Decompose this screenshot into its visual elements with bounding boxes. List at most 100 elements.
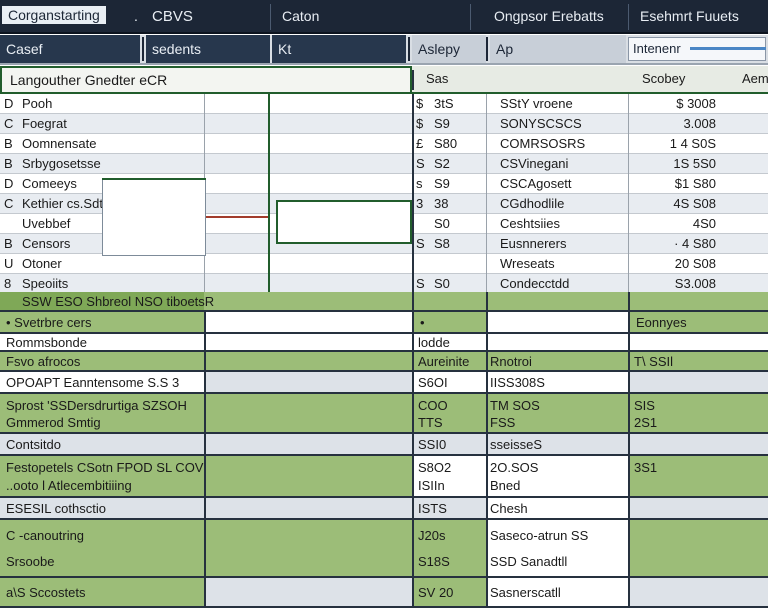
table-row[interactable]: D Comeeys s S9 CSCAgosett $1 S80 xyxy=(0,174,768,194)
selected-cell[interactable] xyxy=(276,200,412,244)
column-divider xyxy=(628,520,630,576)
column-header-sas[interactable]: Sas xyxy=(426,71,449,86)
column-divider xyxy=(486,434,488,454)
menu-esehmrt[interactable]: Esehmrt Fuuets xyxy=(640,8,739,24)
row-name: Comeeys xyxy=(22,176,77,191)
row-marker: B xyxy=(4,156,13,171)
column-header-scobey[interactable]: Scobey xyxy=(642,71,686,86)
row-value: Aureinite xyxy=(418,354,470,369)
table-row[interactable]: Rommsbonde lodde xyxy=(0,334,768,352)
column-divider xyxy=(628,312,630,332)
filter-ap[interactable]: Ap xyxy=(490,35,626,63)
row-currency xyxy=(416,254,430,274)
filter-bar: Casef sedents Kt Aslepy Ap Intenenr xyxy=(0,35,768,65)
table-row[interactable]: U Otoner Wreseats 20 S08 xyxy=(0,254,768,274)
row-code: Condecctdd xyxy=(500,276,570,291)
column-divider xyxy=(628,434,630,454)
table-row[interactable]: Contsitdo SSI0 sseisseS xyxy=(0,434,768,456)
filter-divider xyxy=(408,37,410,61)
row-currency: s xyxy=(416,176,423,191)
row-label: a\S Sccostets xyxy=(6,585,86,600)
menu-caton[interactable]: Caton xyxy=(282,8,320,24)
row-value: 3tS xyxy=(434,96,454,111)
filter-kt[interactable]: Kt xyxy=(272,35,406,63)
column-divider xyxy=(412,434,414,454)
filter-kt-label: Kt xyxy=(278,41,292,57)
group-title: Langouther Gnedter eCR xyxy=(0,66,412,92)
row-amount: 4S S08 xyxy=(673,196,716,211)
table-row[interactable]: C Foegrat $ S9 SONYSCSCS 3.008 xyxy=(0,114,768,134)
table-row[interactable]: Festopetels CSotn FPOD SL COV ..ooto l A… xyxy=(0,456,768,498)
filter-divider xyxy=(486,37,488,61)
column-divider xyxy=(486,312,488,332)
row-code: CGdhodlile xyxy=(500,196,565,211)
row-value: lodde xyxy=(418,335,450,350)
table-row[interactable]: OPOAPT Eanntensome S.S 3 S6OI IISS308S xyxy=(0,372,768,394)
table-row[interactable]: a\S Sccostets SV 20 Sasnerscatll xyxy=(0,578,768,608)
section-header-row[interactable]: SSW ESO Shbreol NSO tiboetsR xyxy=(0,292,768,312)
title-dot: . xyxy=(134,8,138,24)
row-detail: sseisseS xyxy=(490,437,543,452)
column-divider xyxy=(486,372,488,392)
table-row[interactable]: B Srbygosetsse S S2 CSVinegani 1S 5S0 xyxy=(0,154,768,174)
column-divider xyxy=(204,456,206,496)
row-extra: Eonnyes xyxy=(636,315,687,330)
row-value: COO xyxy=(418,398,448,413)
row-amount: 3.008 xyxy=(683,116,716,131)
row-detail: Chesh xyxy=(490,501,528,516)
section-header-label: SSW ESO Shbreol NSO tiboetsR xyxy=(22,294,215,309)
column-divider xyxy=(486,520,488,576)
titlebar-divider xyxy=(628,4,629,30)
menu-cbvs[interactable]: CBVS xyxy=(152,8,193,25)
titlebar-divider xyxy=(270,4,271,30)
row-label: • Svetrbre cers xyxy=(6,315,92,330)
menu-ongpsor[interactable]: Ongpsor Erebatts xyxy=(494,8,604,24)
table-row[interactable]: Fsvo afrocos Aureinite Rnotroi T\ SSIl xyxy=(0,352,768,372)
table-row[interactable]: Sprost 'SSDersdrurtiga SZSOH Gmmerod Smt… xyxy=(0,394,768,434)
filter-casef[interactable]: Casef xyxy=(0,35,140,63)
column-divider xyxy=(412,292,414,310)
column-divider xyxy=(628,394,630,432)
row-value: S8O2 xyxy=(418,460,452,475)
cell-editor-box[interactable] xyxy=(102,178,206,256)
row-label: Festopetels CSotn FPOD SL COV xyxy=(6,460,204,475)
row-currency: 3 xyxy=(416,196,424,211)
row-amount: S3.008 xyxy=(674,276,716,291)
row-detail-secondary: SSD Sanadtll xyxy=(490,554,568,569)
row-code: COMRSOSRS xyxy=(500,136,586,151)
row-value: S0 xyxy=(434,216,450,231)
table-row[interactable]: 8 Speoiits S S0 Condecctdd S3.008 xyxy=(0,274,768,294)
row-name: Otoner xyxy=(22,256,62,271)
column-divider xyxy=(486,456,488,496)
column-header-aem[interactable]: Aem xyxy=(742,71,768,86)
row-cell xyxy=(414,372,486,392)
table-row[interactable]: • Svetrbre cers • Eonnyes xyxy=(0,312,768,334)
table-row[interactable]: C -canoutring Srsoobe J20s S18S Saseco-a… xyxy=(0,520,768,578)
column-divider xyxy=(412,334,414,350)
row-currency: S xyxy=(416,276,425,291)
row-label: Fsvo afrocos xyxy=(6,354,81,369)
row-amount: · 4 S80 xyxy=(674,236,716,251)
row-currency: S xyxy=(416,236,425,251)
row-currency: S xyxy=(416,156,425,171)
row-marker: B xyxy=(4,136,13,151)
column-divider xyxy=(628,456,630,496)
column-divider xyxy=(412,520,414,576)
row-detail: 2O.SOS xyxy=(490,460,539,475)
row-code: Eusnnerers xyxy=(500,236,567,251)
row-code: SStY vroene xyxy=(500,96,573,111)
row-currency: $ xyxy=(416,96,424,111)
table-row[interactable]: D Pooh $ 3tS SStY vroene $ 3008 xyxy=(0,94,768,114)
filter-slider[interactable] xyxy=(690,47,766,50)
row-detail-secondary: Bned xyxy=(490,478,521,493)
column-divider xyxy=(412,456,414,496)
row-value: J20s xyxy=(418,528,446,543)
filter-aslepy[interactable]: Aslepy xyxy=(412,35,486,63)
row-value: • xyxy=(420,315,425,330)
table-row[interactable]: ESESIL cothsctio ISTS Chesh xyxy=(0,498,768,520)
filter-sedents[interactable]: sedents xyxy=(146,35,270,63)
column-divider xyxy=(486,352,488,370)
table-row[interactable]: B Oomnensate £ S80 COMRSOSRS 1 4 S0S xyxy=(0,134,768,154)
group-header: Langouther Gnedter eCR Sas Scobey Aem xyxy=(0,66,768,94)
row-detail: Rnotroi xyxy=(490,354,532,369)
